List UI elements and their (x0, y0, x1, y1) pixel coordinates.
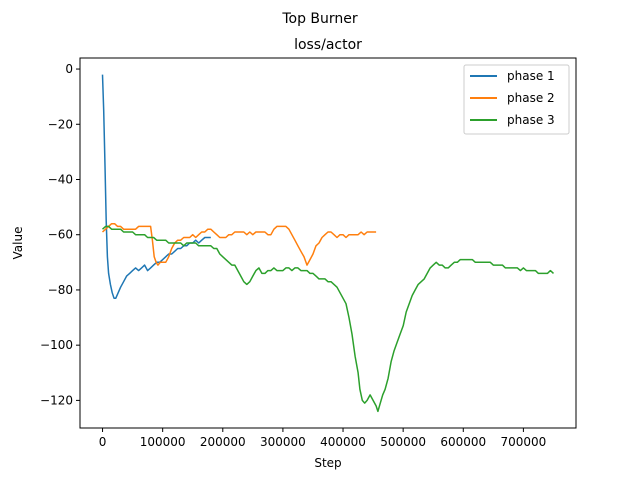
series-line-phase-1 (101, 74, 211, 299)
y-tick-label: −20 (48, 117, 73, 131)
y-tick-label: 0 (65, 62, 73, 76)
y-tick-label: −100 (40, 338, 73, 352)
legend-box (463, 64, 570, 135)
x-tick-label: 600000 (440, 435, 486, 449)
legend: phase 1 phase 2 phase 3 (463, 64, 570, 135)
y-tick-label: −60 (48, 228, 73, 242)
x-tick-label: 700000 (500, 435, 546, 449)
x-axis-label: Step (314, 456, 341, 470)
y-tick-label: −80 (48, 283, 73, 297)
x-tick-label: 100000 (140, 435, 186, 449)
legend-label: phase 2 (507, 91, 555, 105)
plot-frame (79, 57, 577, 429)
chart-title: loss/actor (294, 37, 362, 53)
chart-suptitle: Top Burner (281, 11, 358, 27)
y-tick-label: −40 (48, 172, 73, 186)
x-tick-label: 0 (99, 435, 107, 449)
legend-label: phase 3 (507, 113, 555, 127)
x-tick-label: 400000 (320, 435, 366, 449)
y-tick-label: −120 (40, 393, 73, 407)
x-tick-label: 200000 (200, 435, 246, 449)
x-axis-ticks: 0 100000 200000 300000 400000 500000 600000 700… (99, 428, 546, 449)
x-tick-label: 300000 (260, 435, 306, 449)
series-lines (101, 74, 555, 413)
legend-label: phase 1 (507, 69, 555, 83)
series-line-phase-2 (101, 222, 377, 266)
x-tick-label: 500000 (380, 435, 426, 449)
y-axis-label: Value (11, 227, 25, 260)
y-axis-ticks: 0 −20 −40 −60 −80 −100 −120 (40, 62, 80, 407)
series-line-phase-3 (101, 225, 555, 413)
